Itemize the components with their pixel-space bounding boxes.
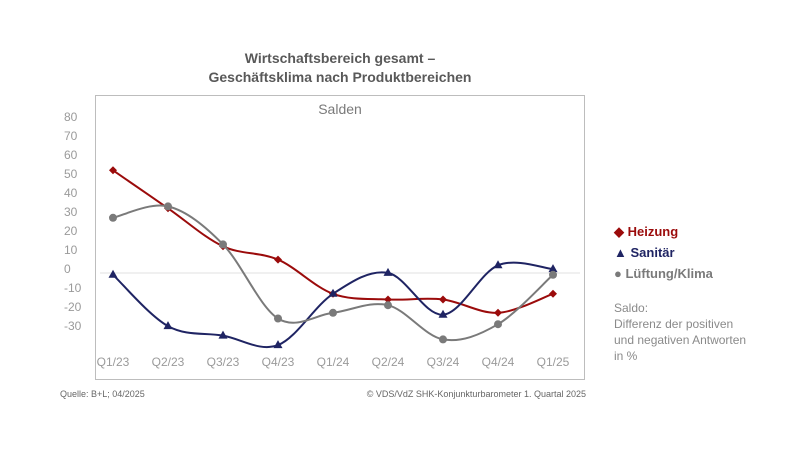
- legend-label: Heizung: [627, 224, 679, 239]
- series-line: [112, 261, 554, 348]
- y-tick-label: 50: [64, 167, 78, 181]
- triangle-marker: [548, 264, 558, 273]
- x-tick-label: Q3/24: [427, 355, 460, 369]
- circle-marker: [549, 270, 557, 279]
- copyright-text: © VDS/VdZ SHK-Konjunkturbarometer 1. Qua…: [366, 389, 586, 399]
- y-tick-label: 0: [64, 262, 71, 276]
- y-tick-label: 20: [64, 224, 78, 238]
- triangle-marker: [108, 269, 118, 278]
- circle-marker: [329, 308, 337, 317]
- triangle-marker: [328, 288, 338, 297]
- x-tick-label: Q1/23: [97, 355, 130, 369]
- x-tick-label: Q2/23: [152, 355, 185, 369]
- y-tick-label: 60: [64, 148, 78, 162]
- legend-label: Sanitär: [630, 245, 675, 260]
- y-tick-label: 80: [64, 110, 78, 124]
- saldo-note: Saldo: Differenz der positiven und negat…: [614, 300, 784, 364]
- x-tick-label: Q4/24: [482, 355, 515, 369]
- circle-marker: [219, 240, 227, 249]
- source-text: Quelle: B+L; 04/2025: [60, 389, 145, 399]
- x-tick-label: Q2/24: [372, 355, 405, 369]
- plot-frame: [95, 95, 585, 380]
- chart-title: Wirtschaftsbereich gesamt –: [244, 50, 436, 66]
- circle-marker: [439, 335, 447, 344]
- triangle-marker: [438, 309, 448, 318]
- y-tick-label: 70: [64, 129, 78, 143]
- note-line: Saldo:: [614, 301, 649, 315]
- diamond-marker: [109, 166, 117, 175]
- diamond-marker: [439, 295, 447, 304]
- legend-lueftung: ● Lüftung/Klima: [614, 266, 713, 281]
- legend-label: Lüftung/Klima: [625, 266, 713, 281]
- diamond-icon: ◆: [614, 224, 624, 239]
- circle-marker: [164, 202, 172, 211]
- diamond-marker: [549, 289, 557, 298]
- triangle-icon: ▲: [614, 245, 627, 260]
- triangle-marker: [218, 330, 228, 339]
- plot-label: Salden: [318, 101, 362, 117]
- triangle-marker: [383, 267, 393, 276]
- x-tick-label: Q1/25: [537, 355, 570, 369]
- diamond-marker: [494, 308, 502, 317]
- circle-marker: [494, 320, 502, 329]
- triangle-marker: [163, 321, 173, 330]
- y-tick-label: -10: [64, 281, 82, 295]
- y-tick-label: 30: [64, 205, 78, 219]
- x-tick-label: Q1/24: [317, 355, 350, 369]
- circle-marker: [274, 314, 282, 323]
- y-tick-label: 10: [64, 243, 78, 257]
- series-line: [112, 169, 554, 314]
- y-tick-label: -20: [64, 300, 82, 314]
- x-tick-label: Q3/23: [207, 355, 240, 369]
- x-tick-label: Q4/23: [262, 355, 295, 369]
- diamond-marker: [274, 255, 282, 264]
- legend-heizung: ◆ Heizung: [614, 224, 678, 240]
- diamond-marker: [384, 295, 392, 304]
- circle-marker: [109, 213, 117, 222]
- circle-marker: [384, 301, 392, 310]
- y-tick-label: 40: [64, 186, 78, 200]
- circle-icon: ●: [614, 266, 622, 281]
- note-line: in %: [614, 349, 638, 363]
- triangle-marker: [273, 340, 283, 349]
- triangle-marker: [493, 260, 503, 269]
- legend-sanitaer: ▲ Sanitär: [614, 245, 675, 260]
- note-line: und negativen Antworten: [614, 333, 747, 347]
- chart-subtitle: Geschäftsklima nach Produktbereichen: [208, 69, 472, 85]
- note-line: Differenz der positiven: [614, 317, 734, 331]
- y-tick-label: -30: [64, 319, 82, 333]
